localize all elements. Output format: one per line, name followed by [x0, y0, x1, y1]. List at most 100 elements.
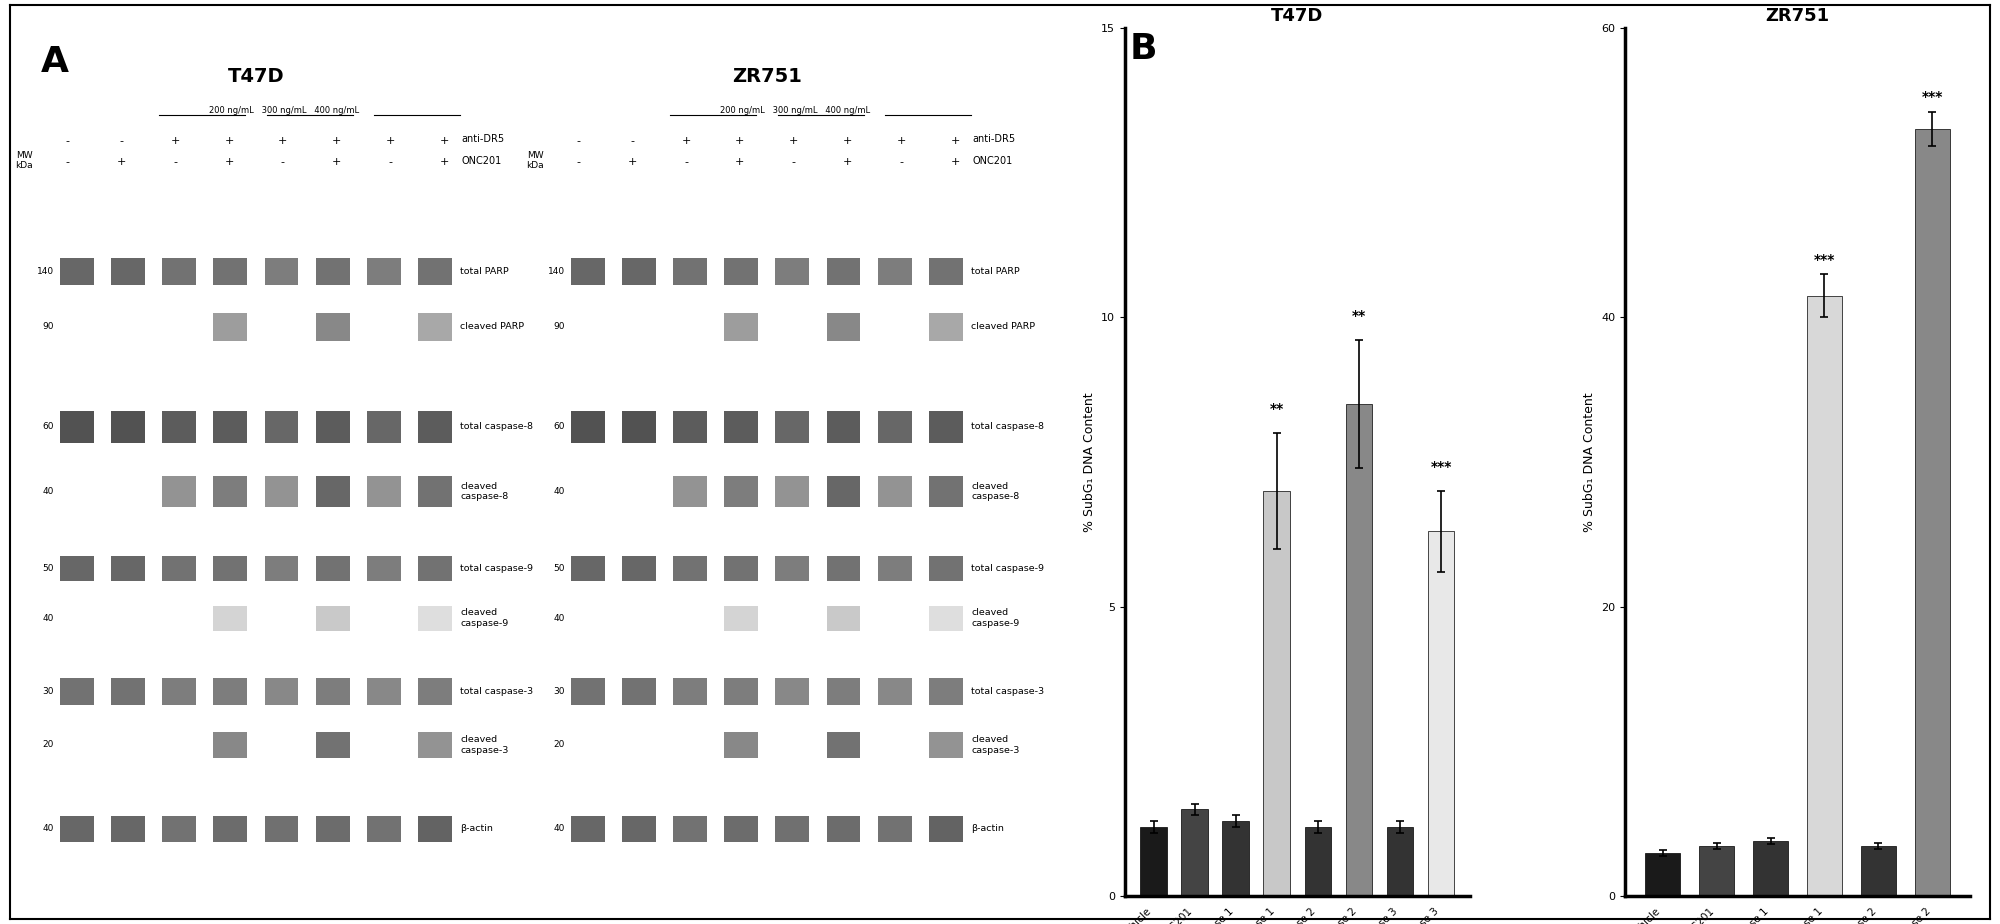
Text: ZR751: ZR751	[732, 67, 802, 86]
Text: total caspase-8: total caspase-8	[972, 422, 1044, 432]
Text: -: -	[684, 157, 688, 167]
Text: 50: 50	[42, 564, 54, 573]
Text: +: +	[950, 157, 960, 167]
Y-axis label: % SubG₁ DNA Content: % SubG₁ DNA Content	[1082, 392, 1096, 532]
Text: +: +	[950, 136, 960, 146]
Text: cleaved
caspase-3: cleaved caspase-3	[460, 736, 508, 755]
Text: B: B	[1130, 32, 1158, 67]
Text: +: +	[736, 136, 744, 146]
Text: cleaved
caspase-9: cleaved caspase-9	[972, 608, 1020, 627]
Text: cleaved PARP: cleaved PARP	[972, 322, 1036, 332]
Bar	[1754, 841, 1788, 896]
Text: -: -	[66, 157, 70, 167]
Text: -: -	[576, 157, 580, 167]
Text: ***: ***	[1922, 91, 1942, 104]
Text: +: +	[440, 136, 448, 146]
Text: 30: 30	[554, 687, 564, 696]
Text: +: +	[170, 136, 180, 146]
Bar	[1386, 827, 1414, 896]
Text: +: +	[896, 136, 906, 146]
Text: -: -	[280, 157, 284, 167]
Bar	[1914, 129, 1950, 896]
Text: 60: 60	[554, 422, 564, 432]
Text: β-actin: β-actin	[972, 824, 1004, 833]
Text: **: **	[1270, 402, 1284, 416]
Text: 200 ng/mL   300 ng/mL   400 ng/mL: 200 ng/mL 300 ng/mL 400 ng/mL	[720, 106, 870, 115]
Text: cleaved
caspase-8: cleaved caspase-8	[972, 481, 1020, 501]
Text: +: +	[628, 157, 638, 167]
Text: -: -	[630, 136, 634, 146]
Text: T47D: T47D	[228, 67, 284, 86]
Text: +: +	[116, 157, 126, 167]
Text: 40: 40	[554, 487, 564, 496]
Text: ***: ***	[1430, 459, 1452, 474]
Text: +: +	[790, 136, 798, 146]
Text: total PARP: total PARP	[972, 267, 1020, 276]
Text: 20: 20	[42, 740, 54, 749]
Text: +: +	[224, 136, 234, 146]
Text: +: +	[332, 157, 342, 167]
Text: 30: 30	[42, 687, 54, 696]
Text: cleaved
caspase-3: cleaved caspase-3	[972, 736, 1020, 755]
Text: +: +	[842, 136, 852, 146]
Text: total caspase-8: total caspase-8	[460, 422, 534, 432]
Text: **: **	[1352, 309, 1366, 323]
Title: ZR751: ZR751	[1766, 6, 1830, 25]
Bar	[1700, 845, 1734, 896]
Text: 40: 40	[42, 614, 54, 623]
Text: 140: 140	[548, 267, 564, 276]
Text: total caspase-3: total caspase-3	[972, 687, 1044, 696]
Text: +: +	[224, 157, 234, 167]
Bar	[1646, 853, 1680, 896]
Text: A: A	[40, 45, 68, 79]
Text: +: +	[386, 136, 396, 146]
Bar	[1346, 404, 1372, 896]
Text: 40: 40	[42, 487, 54, 496]
Text: -: -	[174, 157, 178, 167]
Text: 40: 40	[42, 824, 54, 833]
Y-axis label: % SubG₁ DNA Content: % SubG₁ DNA Content	[1582, 392, 1596, 532]
Text: 40: 40	[554, 824, 564, 833]
Bar	[1428, 531, 1454, 896]
Bar	[1264, 491, 1290, 896]
Bar	[1222, 821, 1250, 896]
Text: +: +	[842, 157, 852, 167]
Text: total caspase-9: total caspase-9	[972, 564, 1044, 573]
Text: +: +	[736, 157, 744, 167]
Text: 50: 50	[554, 564, 564, 573]
Text: -: -	[900, 157, 904, 167]
Bar	[1860, 845, 1896, 896]
Text: cleaved
caspase-8: cleaved caspase-8	[460, 481, 508, 501]
Text: MW
kDa: MW kDa	[526, 151, 544, 170]
Text: -: -	[66, 136, 70, 146]
Text: total caspase-3: total caspase-3	[460, 687, 534, 696]
Text: cleaved PARP: cleaved PARP	[460, 322, 524, 332]
Text: ONC201: ONC201	[972, 155, 1012, 165]
Text: 40: 40	[554, 614, 564, 623]
Text: ***: ***	[1814, 252, 1836, 267]
Text: -: -	[576, 136, 580, 146]
Text: ONC201: ONC201	[462, 155, 502, 165]
Text: 140: 140	[36, 267, 54, 276]
Text: β-actin: β-actin	[460, 824, 494, 833]
Bar	[1182, 809, 1208, 896]
Text: +: +	[440, 157, 448, 167]
Text: 90: 90	[42, 322, 54, 332]
Bar	[1304, 827, 1332, 896]
Text: 90: 90	[554, 322, 564, 332]
Text: anti-DR5: anti-DR5	[462, 134, 504, 144]
Text: 20: 20	[554, 740, 564, 749]
Text: total caspase-9: total caspase-9	[460, 564, 534, 573]
Text: MW
kDa: MW kDa	[16, 151, 34, 170]
Text: +: +	[682, 136, 690, 146]
Text: anti-DR5: anti-DR5	[972, 134, 1016, 144]
Text: -: -	[120, 136, 124, 146]
Bar	[1806, 296, 1842, 896]
Bar	[1140, 827, 1166, 896]
Text: +: +	[278, 136, 288, 146]
Text: total PARP: total PARP	[460, 267, 510, 276]
Text: +: +	[332, 136, 342, 146]
Text: -: -	[388, 157, 392, 167]
Text: -: -	[792, 157, 796, 167]
Text: cleaved
caspase-9: cleaved caspase-9	[460, 608, 508, 627]
